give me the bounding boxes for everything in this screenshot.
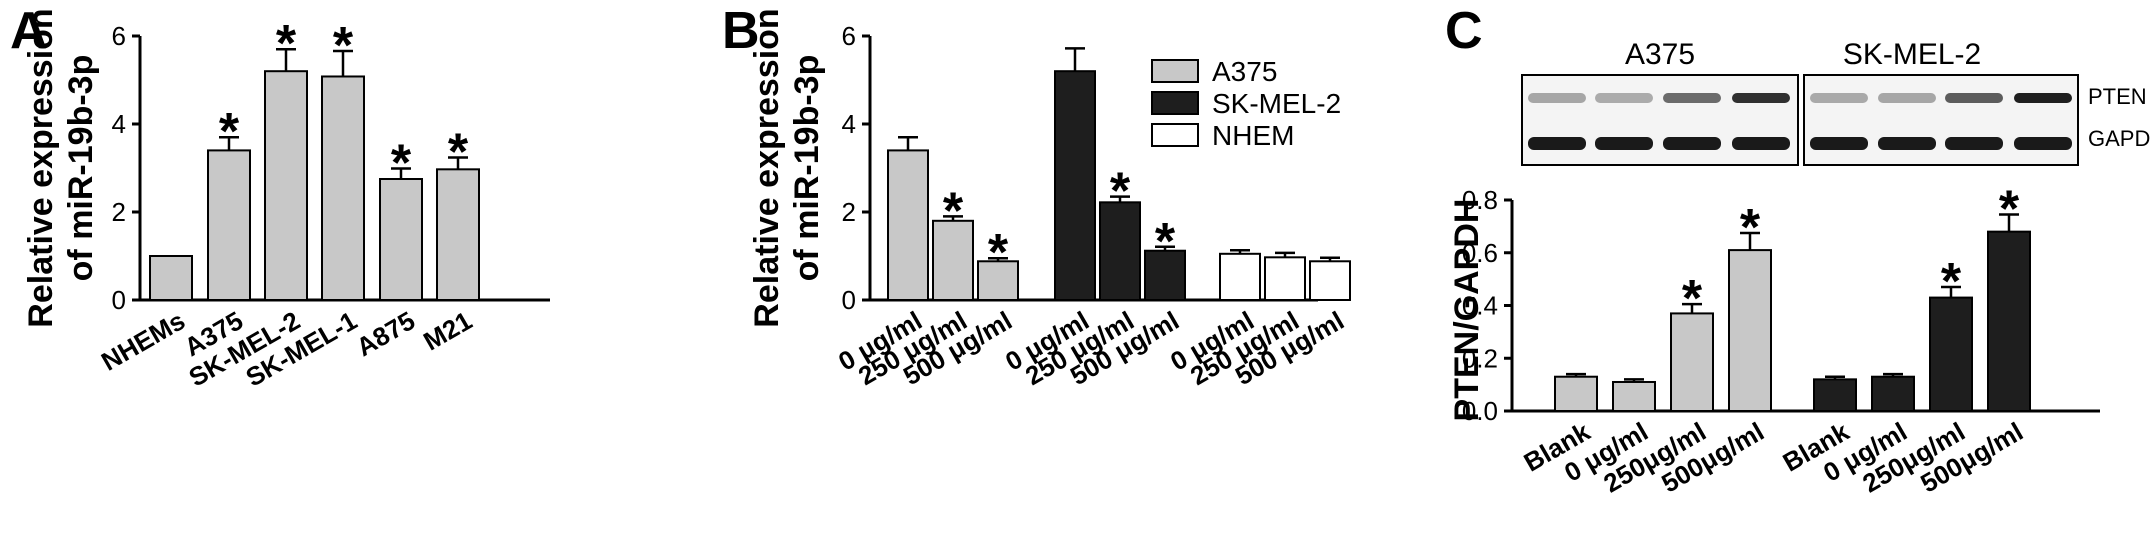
c-y-tick-label-2: 0.4 [1462,291,1498,321]
b-y-tick-label-3: 6 [842,21,856,51]
b-bar-8 [1309,260,1351,301]
panel-label-a: A [10,2,48,60]
c-bar-5 [1871,375,1915,412]
b-significance-star-2: * [988,224,1009,282]
blot-band-gapdh-1-2 [1945,137,2003,150]
legend-swatch-sk-mel-2 [1151,91,1199,115]
b-bar-4 [1099,201,1141,302]
legend-label-nhem: NHEM [1212,120,1294,151]
blot-band-gapdh-0-0 [1528,137,1586,150]
panel-label-c: C [1445,2,1483,60]
a-y-tick-label-0: 0 [112,285,126,315]
blot-band-pten-1-1 [1878,93,1936,103]
blot-band-pten-1-3 [2014,93,2072,103]
a-bar-1 [207,149,251,301]
a-significance-star-3: * [333,17,354,75]
legend-swatch-a375 [1151,59,1199,83]
blot-band-pten-1-2 [1945,93,2003,103]
c-y-tick-label-1: 0.2 [1462,343,1498,373]
blot-group-label-a375: A375 [1625,38,1695,71]
panel-label-b: B [722,2,760,60]
c-y-tick-label-0: 0.0 [1462,396,1498,426]
y-axis-label-c: PTEN/GAPDH [1448,199,1486,422]
blot-band-label-gapdh: GAPDH [2088,126,2150,151]
legend-label-sk-mel-2: SK-MEL-2 [1212,88,1341,119]
blot-band-gapdh-0-1 [1595,137,1653,150]
c-bar-0 [1554,375,1598,412]
blot-membrane-a375 [1521,74,1799,166]
a-x-tick-label-4: A875 [351,305,420,362]
c-bar-1 [1612,380,1656,412]
c-y-tick-label-4: 0.8 [1462,185,1498,215]
c-significance-star-2: * [1682,270,1703,328]
c-bar-4 [1813,378,1857,413]
a-significance-star-4: * [391,134,412,192]
c-significance-star-3: * [1740,199,1761,257]
b-significance-star-5: * [1155,213,1176,271]
c-y-tick-label-3: 0.6 [1462,238,1498,268]
a-x-tick-label-5: M21 [418,305,477,356]
y-axis-label-b-line2: of miR-19b-3p [788,55,826,282]
a-x-tick-label-0: NHEMs [96,305,190,376]
legend-swatch-nhem [1151,123,1199,147]
b-significance-star-4: * [1110,163,1131,221]
chart-panel-a: Relative expression of miR-19b-3p 0 2 4 6 NH… [22,8,550,393]
blot-band-pten-0-0 [1528,93,1586,103]
a-bar-2 [264,70,308,301]
b-bar-2 [977,260,1019,301]
y-axis-label-a-line2: of miR-19b-3p [62,55,100,282]
y-axis-label-a-line1: Relative expression [22,8,60,327]
b-bar-3 [1054,70,1096,301]
blot-band-gapdh-1-1 [1878,137,1936,150]
b-y-tick-label-0: 0 [842,285,856,315]
blot-group-label-sk-mel-2: SK-MEL-2 [1843,38,1981,71]
b-bar-0 [887,149,929,301]
blot-band-gapdh-1-3 [2014,137,2072,150]
c-bar-6 [1929,296,1973,412]
blot-band-pten-1-0 [1810,93,1868,103]
a-y-tick-label-1: 2 [112,197,126,227]
b-y-tick-label-2: 4 [842,109,856,139]
chart-panel-b: Relative expression of miR-19b-3p 02460 … [748,8,1351,391]
a-bar-0 [149,255,193,301]
a-bar-3 [321,75,365,302]
c-bar-7 [1987,230,2031,412]
a-bar-4 [379,178,423,301]
c-bar-3 [1728,249,1772,412]
y-axis-label-b-line1: Relative expression [748,8,786,327]
c-significance-star-6: * [1941,253,1962,311]
b-bar-5 [1144,249,1186,301]
western-blot: A375 SK-MEL-2 PTEN GAPDH [1521,38,2150,166]
a-significance-star-5: * [448,123,469,181]
a-y-tick-label-3: 6 [112,21,126,51]
blot-bands [1528,93,2072,150]
blot-membrane-sk-mel-2 [1803,74,2079,166]
a-significance-star-1: * [219,103,240,161]
blot-band-gapdh-0-2 [1663,137,1721,150]
blot-band-pten-0-2 [1663,93,1721,103]
blot-band-label-pten: PTEN [2088,84,2147,109]
c-significance-star-7: * [1999,181,2020,239]
b-bar-7 [1264,256,1306,302]
b-bar-6 [1219,252,1261,302]
b-significance-star-1: * [943,182,964,240]
legend-b: A375 SK-MEL-2 NHEM [1151,56,1341,151]
a-significance-star-2: * [276,15,297,73]
b-bar-1 [932,219,974,301]
a-bar-5 [436,168,480,301]
a-y-tick-label-2: 4 [112,109,126,139]
blot-band-pten-0-1 [1595,93,1653,103]
blot-band-gapdh-1-0 [1810,137,1868,150]
b-y-tick-label-1: 2 [842,197,856,227]
blot-band-gapdh-0-3 [1732,137,1790,150]
legend-label-a375: A375 [1212,56,1277,87]
blot-band-pten-0-3 [1732,93,1790,103]
